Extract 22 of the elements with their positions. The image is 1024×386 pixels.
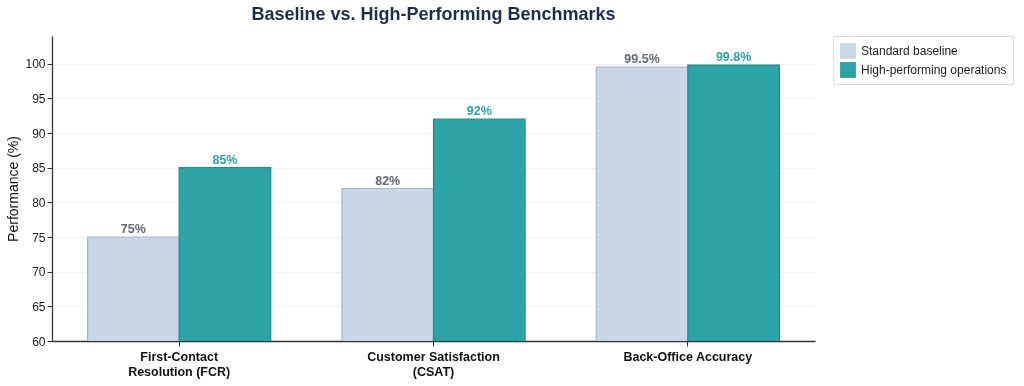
data-label: 99.8% — [715, 50, 752, 65]
x-tick-label: Back-Office Accuracy — [623, 349, 753, 364]
y-tick-label: 90 — [32, 126, 46, 141]
y-tick-label: 70 — [32, 265, 46, 280]
y-tick-label: 95 — [32, 91, 46, 106]
legend-label: Standard baseline — [861, 44, 959, 58]
y-tick-label: 75 — [32, 230, 46, 245]
data-label: 85% — [212, 152, 238, 167]
y-tick-label: 85 — [32, 161, 46, 176]
legend-label: High-performing operations — [861, 63, 1007, 77]
data-label: 75% — [120, 222, 146, 237]
y-tick-label: 80 — [32, 195, 46, 210]
y-axis-title: Performance (%) — [5, 136, 22, 242]
data-label: 92% — [466, 104, 492, 119]
y-tick-label: 60 — [32, 334, 46, 349]
data-label: 82% — [375, 173, 401, 188]
y-tick-label: 65 — [32, 299, 46, 314]
data-label: 99.5% — [624, 52, 660, 67]
y-tick-label: 100 — [25, 57, 46, 72]
x-tick-label: First-Contact Resolution (FCR) — [128, 349, 231, 379]
chart-title: Baseline vs. High-Performing Benchmarks — [251, 4, 616, 24]
x-tick-label: Customer Satisfaction (CSAT) — [367, 349, 500, 379]
